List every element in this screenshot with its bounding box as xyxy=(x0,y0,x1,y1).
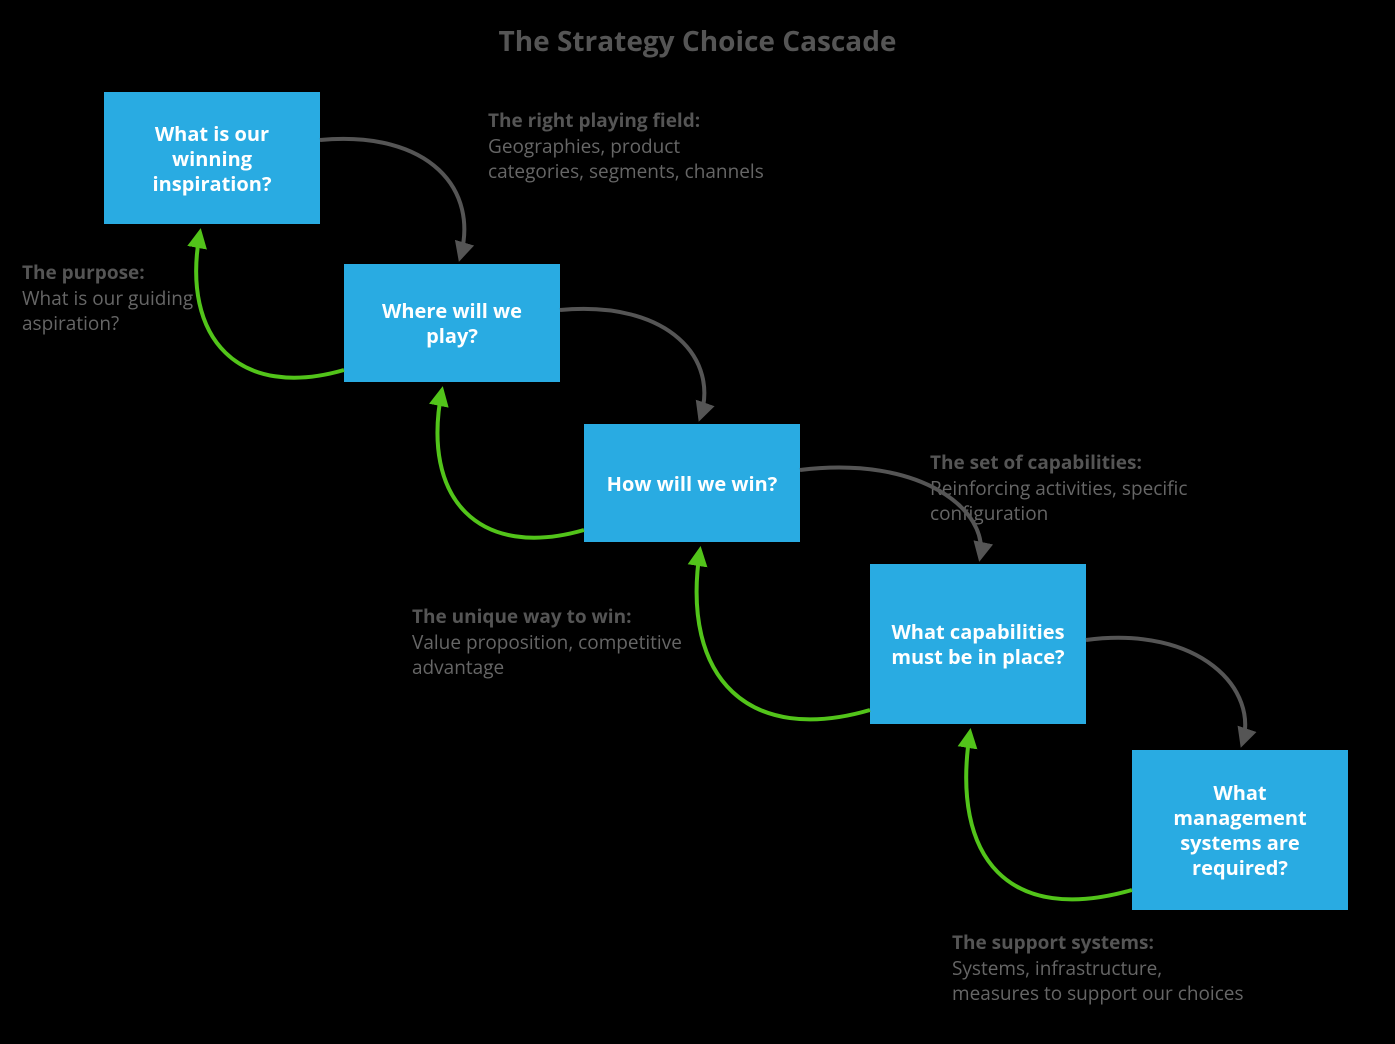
cascade-box-2-label: Where will we play? xyxy=(358,298,546,348)
annotation-capabilities-head: The set of capabilities: xyxy=(930,450,1210,476)
cascade-box-3-label: How will we win? xyxy=(607,471,778,496)
cascade-box-5-label: What management systems are required? xyxy=(1146,780,1334,880)
cascade-box-2: Where will we play? xyxy=(344,264,560,382)
annotation-playing-field-head: The right playing field: xyxy=(488,108,768,134)
arrow-down-b1-b2 xyxy=(320,139,464,258)
arrow-down-b4-b5 xyxy=(1086,638,1245,744)
cascade-box-5: What management systems are required? xyxy=(1132,750,1348,910)
annotation-capabilities-body: Reinforcing activities, specific configu… xyxy=(930,476,1210,527)
annotation-playing-field: The right playing field: Geographies, pr… xyxy=(488,108,768,185)
arrow-down-b2-b3 xyxy=(560,309,704,418)
cascade-box-3: How will we win? xyxy=(584,424,800,542)
cascade-box-1: What is our winning inspiration? xyxy=(104,92,320,224)
diagram-title: The Strategy Choice Cascade xyxy=(0,0,1395,60)
cascade-box-4-label: What capabilities must be in place? xyxy=(884,619,1072,669)
annotation-purpose: The purpose: What is our guiding aspirat… xyxy=(22,260,262,337)
annotation-support-systems: The support systems: Systems, infrastruc… xyxy=(952,930,1252,1007)
arrow-up-b3-b2 xyxy=(437,390,584,538)
annotation-support-systems-body: Systems, infrastructure, measures to sup… xyxy=(952,956,1252,1007)
arrow-up-b5-b4 xyxy=(966,732,1132,899)
annotation-playing-field-body: Geographies, product categories, segment… xyxy=(488,134,768,185)
annotation-support-systems-head: The support systems: xyxy=(952,930,1252,956)
annotation-unique-way: The unique way to win: Value proposition… xyxy=(412,604,692,681)
cascade-box-4: What capabilities must be in place? xyxy=(870,564,1086,724)
arrow-up-b4-b3 xyxy=(697,550,870,719)
annotation-purpose-head: The purpose: xyxy=(22,260,262,286)
annotation-unique-way-head: The unique way to win: xyxy=(412,604,692,630)
annotation-unique-way-body: Value proposition, competitive advantage xyxy=(412,630,692,681)
annotation-purpose-body: What is our guiding aspiration? xyxy=(22,286,262,337)
cascade-box-1-label: What is our winning inspiration? xyxy=(118,121,306,196)
annotation-capabilities: The set of capabilities: Reinforcing act… xyxy=(930,450,1210,527)
